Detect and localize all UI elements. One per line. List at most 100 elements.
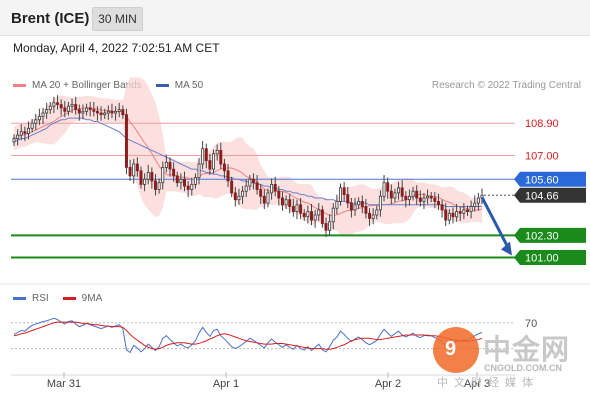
candle — [440, 204, 444, 211]
candle — [262, 195, 266, 204]
x-tick-label: Apr 1 — [213, 378, 239, 390]
candle — [382, 182, 386, 197]
candle — [103, 112, 107, 116]
candle — [313, 214, 317, 221]
candle — [74, 104, 78, 110]
level-label-104.66: 104.66 — [525, 190, 559, 202]
candle — [309, 211, 313, 221]
candle — [244, 185, 248, 192]
ma50-line — [13, 117, 482, 207]
candle — [110, 110, 114, 114]
candle — [455, 211, 459, 218]
ma20-line — [13, 107, 483, 217]
candle — [186, 185, 190, 190]
watermark-cn: 中金网 — [483, 333, 571, 366]
timeframe-button[interactable]: 30 MIN — [92, 7, 143, 31]
level-label-108.90: 108.90 — [525, 118, 559, 130]
candle — [135, 163, 139, 172]
candle — [375, 209, 379, 216]
candle — [447, 212, 451, 221]
candle — [59, 104, 63, 109]
candle — [335, 200, 339, 209]
report-datetime: Monday, April 4, 2022 7:02:51 AM CET — [13, 41, 220, 55]
candle — [389, 190, 393, 199]
rsi-level-label: 70 — [525, 318, 537, 330]
candle — [465, 209, 469, 212]
candle — [237, 195, 241, 201]
legend-ma20-label: MA 20 + Bollinger Bands — [32, 80, 142, 91]
level-tag-101.00 — [514, 250, 586, 265]
candle — [426, 195, 430, 199]
candle — [150, 172, 154, 182]
candle — [92, 109, 96, 112]
candle — [208, 160, 212, 170]
legend-9ma: 9MA — [62, 293, 102, 304]
candle — [411, 190, 415, 197]
level-label-101.00: 101.00 — [525, 253, 559, 265]
candle — [451, 212, 455, 218]
candle — [95, 110, 99, 114]
forecast-arrow — [480, 196, 510, 249]
bollinger-band — [14, 77, 482, 236]
candle — [48, 105, 52, 110]
candle — [273, 183, 277, 192]
candle — [34, 119, 38, 124]
candle — [226, 170, 230, 182]
candle — [12, 138, 16, 143]
candle — [128, 166, 132, 177]
candle — [386, 182, 390, 192]
candle — [106, 110, 110, 114]
candle — [230, 180, 234, 194]
candle — [143, 178, 147, 185]
watermark-tag: 中文财经媒体 — [437, 376, 539, 389]
candle — [85, 107, 89, 112]
candle — [299, 204, 303, 214]
candle — [259, 189, 263, 197]
forecast-arrowhead — [501, 241, 512, 256]
candle — [458, 211, 462, 214]
legend-rsi-label: RSI — [32, 293, 49, 304]
level-tag-102.30 — [514, 227, 586, 243]
candle — [400, 187, 404, 197]
candle — [172, 168, 176, 177]
legend-ma50: MA 50 — [155, 80, 204, 91]
candle — [444, 209, 448, 221]
candle — [291, 206, 295, 212]
candle — [277, 190, 281, 199]
candle — [248, 178, 252, 187]
instrument-title: Brent (ICE) — [11, 10, 90, 27]
candle — [266, 192, 270, 204]
candle — [52, 102, 56, 107]
candle — [153, 180, 157, 190]
candle — [364, 206, 368, 214]
candle — [37, 116, 41, 121]
candle — [99, 112, 103, 116]
candle — [212, 153, 216, 170]
candle — [45, 109, 49, 114]
price-legend: MA 20 + Bollinger Bands MA 50 — [13, 80, 217, 91]
candle — [353, 204, 357, 211]
candle — [288, 199, 292, 207]
candle — [339, 187, 342, 202]
candle — [306, 211, 310, 218]
candle — [371, 214, 375, 219]
candle — [197, 163, 201, 178]
ma50-swatch — [155, 84, 169, 87]
candle — [41, 112, 45, 117]
legend-ma20: MA 20 + Bollinger Bands — [13, 80, 142, 91]
rsi-swatch — [13, 297, 26, 300]
ma20-swatch — [13, 84, 26, 87]
watermark-url: CNGOLD.COM.CN — [484, 363, 562, 373]
candle — [357, 200, 361, 206]
rsi-ma9-line — [13, 321, 483, 350]
candle — [393, 192, 397, 199]
legend-ma50-label: MA 50 — [174, 80, 204, 91]
rsi-legend: RSI 9MA — [13, 293, 116, 304]
candle — [302, 212, 306, 218]
candle — [124, 114, 128, 168]
candle — [422, 197, 426, 202]
candle — [320, 209, 324, 224]
candle — [415, 190, 419, 199]
candle — [16, 134, 20, 139]
candle — [27, 127, 30, 134]
